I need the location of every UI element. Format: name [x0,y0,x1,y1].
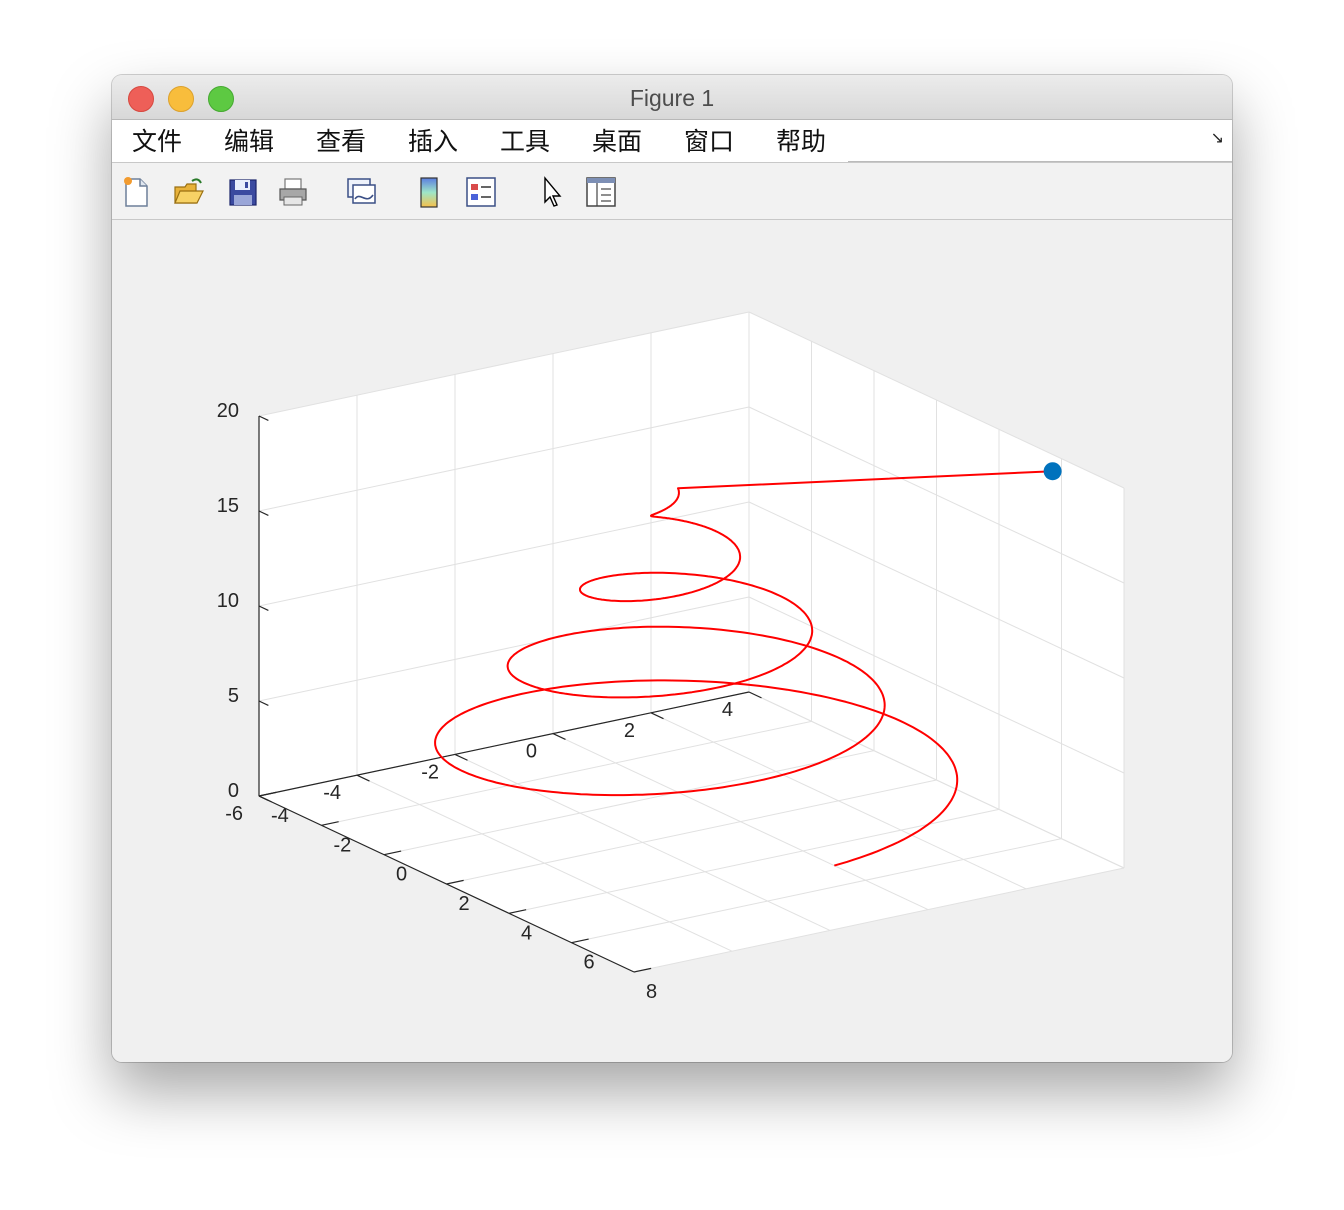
end-point-marker [1043,462,1062,481]
tick-labels: -4 -2 0 2 4 6 8 -6 -4 -2 0 2 4 0 5 10 15 20 [217,400,733,1003]
back-planes [259,312,1124,972]
y-tick [650,712,664,720]
x-tick-label: 8 [646,981,657,1003]
grid-line [454,753,831,931]
toolbar [112,163,1232,220]
z-tick-label: 5 [228,685,239,707]
z-tick [258,795,269,801]
y-tick [552,733,566,741]
menu-desktop[interactable]: 桌面 [592,127,643,156]
grid-line [571,838,1062,944]
z-tick-label: 10 [217,590,239,612]
open-file-icon[interactable] [172,175,206,209]
plot-area: -4 -2 0 2 4 6 8 -6 -4 -2 0 2 4 0 5 10 15 20 [112,220,1232,1062]
menu-help[interactable]: 帮助 [776,127,827,156]
menu-edit[interactable]: 编辑 [224,127,275,156]
x-tick-label: -2 [334,834,352,856]
x-tick [321,821,339,826]
menu-divider [848,161,1232,162]
grid-line [258,501,750,607]
x-tick [633,967,652,973]
grid-line [552,733,929,911]
grid-line [258,596,750,702]
y-tick [748,691,762,699]
menu-tools[interactable]: 工具 [500,127,551,156]
property-inspector-icon[interactable] [584,175,618,209]
grid-line [258,311,750,417]
y-tick [356,774,370,782]
grid-line [650,712,1027,890]
data-layer [434,462,1062,867]
y-tick [454,753,468,761]
close-button[interactable] [128,86,154,112]
new-figure-icon[interactable] [120,175,154,209]
x-tick-label: 2 [459,893,470,915]
y-tick-label: 4 [722,699,733,721]
x-tick-label: 4 [521,922,532,944]
menu-insert[interactable]: 插入 [408,127,459,156]
grid-line [321,720,812,826]
z-tick-label: 20 [217,400,239,422]
window-title: Figure 1 [629,85,715,111]
legend-icon[interactable] [464,175,498,209]
grid-line [383,750,875,856]
menu-view[interactable]: 查看 [316,127,367,156]
axes-3d[interactable]: -4 -2 0 2 4 6 8 -6 -4 -2 0 2 4 0 5 10 15 20 [112,220,1232,1062]
axis-lines [258,415,762,973]
link-plot-icon[interactable] [344,175,378,209]
grid-line [748,501,1125,679]
grid-line [446,779,937,885]
z-tick-label: 0 [228,780,239,802]
zoom-button[interactable] [208,86,234,112]
title-bar[interactable]: Figure 1 [112,75,1232,120]
x-tick-label: 6 [584,952,595,974]
x-tick [258,791,277,797]
y-tick-label: 0 [526,741,537,763]
grid-line [748,691,1125,869]
grid-line [748,311,1125,489]
z-tick [258,510,269,516]
minimize-button[interactable] [168,86,194,112]
edit-plot-pointer-icon[interactable] [536,175,570,209]
x-tick [508,909,527,914]
x-tick-label: -4 [271,805,289,827]
menu-file[interactable]: 文件 [132,127,183,156]
x-tick [383,850,402,856]
grid-line [633,867,1125,973]
menu-window[interactable]: 窗口 [684,127,735,156]
grid-line [258,406,750,512]
z-tick [258,605,269,611]
menu-bar: 文件 编辑 查看 插入 工具 桌面 窗口 帮助 ↘ [112,120,1232,163]
z-tick [258,415,269,421]
y-axis-line [258,691,750,797]
x-tick-label: 0 [396,864,407,886]
x-tick [446,879,464,885]
print-icon[interactable] [276,175,310,209]
colorbar-icon[interactable] [412,175,446,209]
z-tick-label: 15 [217,495,239,517]
y-tick-label: -2 [421,761,439,783]
grid-line [508,808,1000,914]
figure-window: Figure 1 文件 编辑 查看 插入 工具 桌面 窗口 帮助 ↘ [112,75,1232,1062]
dock-arrow-icon[interactable]: ↘ [1210,128,1224,147]
helix-line [434,470,1053,867]
y-tick-label: 2 [624,720,635,742]
x-tick [571,938,589,944]
y-tick-label: -6 [225,803,243,825]
y-tick-label: -4 [323,782,341,804]
grid-line [356,774,733,952]
save-icon[interactable] [226,175,260,209]
z-tick [258,700,269,706]
grid-line [748,406,1125,584]
